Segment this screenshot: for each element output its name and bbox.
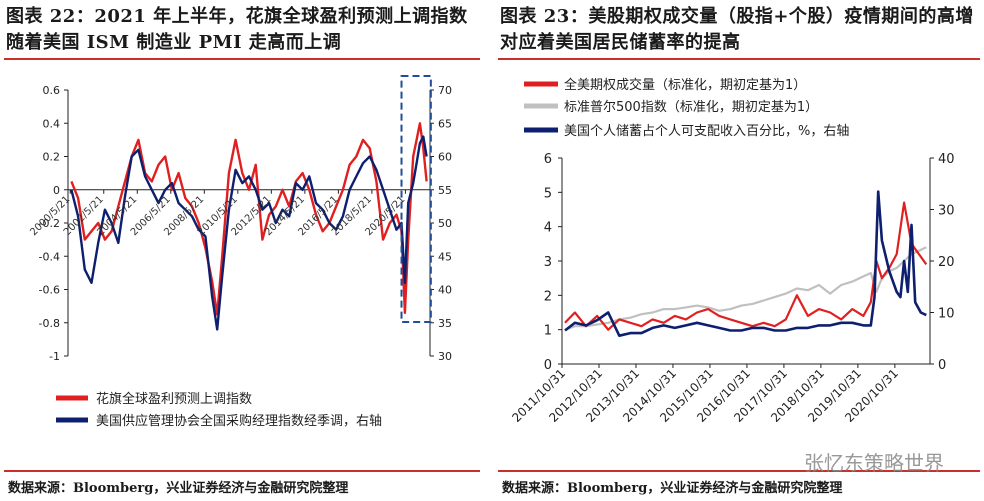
legend-label: 全美期权成交量（标准化，期初定基为1）	[564, 77, 806, 93]
y2-tick-label: 40	[438, 284, 452, 297]
y2-tick-label: 55	[438, 184, 452, 197]
left-chart-title: 图表 22：2021 年上半年，花旗全球盈利预测上调指数随着美国 ISM 制造业…	[6, 6, 468, 53]
legend-label: 花旗全球盈利预测上调指数	[96, 391, 252, 407]
y2-tick-label: 45	[438, 250, 452, 263]
y2-tick-label: 65	[438, 117, 452, 130]
y-tick-label: 4	[544, 221, 552, 236]
left-source-rule	[4, 470, 480, 472]
y-tick-label: 5	[544, 186, 552, 201]
left-source-note: 数据来源：Bloomberg，兴业证券经济与金融研究院整理	[8, 481, 349, 496]
y-tick-label: 0.6	[43, 84, 61, 97]
y-tick-label: 2	[544, 289, 552, 304]
y2-tick-label: 30	[438, 350, 452, 363]
y2-tick-label: 10	[938, 307, 955, 322]
y2-tick-label: 50	[438, 217, 452, 230]
series-line-saving-rate	[564, 190, 927, 338]
y2-tick-label: 35	[438, 317, 452, 330]
right-title-rule	[498, 58, 980, 60]
right-source-note: 数据来源：Bloomberg，兴业证券经济与金融研究院整理	[502, 481, 843, 496]
left-chart: 0.6 0.4 0.2 0 -0.2 -0.4 -0.6 -0.8 -1 70 65 60 55 50 45…	[28, 75, 452, 429]
right-chart-title: 图表 23：美股期权成交量（股指+个股）疫情期间的高增对应着美国居民储蓄率的提高	[500, 6, 974, 53]
legend-label: 标准普尔500指数（标准化，期初定基为1）	[564, 100, 818, 115]
y-tick-label: 6	[544, 152, 552, 167]
y-tick-label: -0.2	[39, 217, 60, 230]
watermark: 张忆东策略世界	[804, 451, 944, 475]
series-line-ism-pmi	[70, 135, 428, 331]
y-tick-label: 1	[544, 324, 552, 339]
y-tick-label: -1	[49, 350, 60, 363]
legend-label: 美国个人储蓄占个人可支配收入百分比，%，右轴	[564, 124, 849, 139]
right-chart: 65432104030201002011/10/312012/10/312013…	[509, 77, 955, 425]
y-tick-label: 0.2	[43, 151, 61, 164]
y-tick-label: 3	[544, 255, 552, 270]
y2-tick-label: 70	[438, 84, 452, 97]
y2-tick-label: 30	[938, 204, 955, 219]
y-tick-label: 0.4	[43, 117, 61, 130]
y2-tick-label: 60	[438, 151, 452, 164]
y-tick-label: -0.8	[39, 317, 60, 330]
y2-tick-label: 20	[938, 255, 955, 270]
y-tick-label: 0	[53, 184, 60, 197]
highlight-box-2020-2021	[400, 75, 432, 323]
y2-tick-label: 40	[938, 152, 955, 167]
y-tick-label: -0.4	[39, 250, 60, 263]
right-source-rule	[498, 470, 980, 472]
y-tick-label: 0	[544, 358, 552, 373]
series-line-option-volume	[564, 201, 928, 331]
left-title-rule	[4, 58, 480, 60]
legend-label: 美国供应管理协会全国采购经理指数经季调，右轴	[96, 413, 382, 429]
y-tick-label: -0.6	[39, 284, 60, 297]
y2-tick-label: 0	[938, 358, 946, 373]
